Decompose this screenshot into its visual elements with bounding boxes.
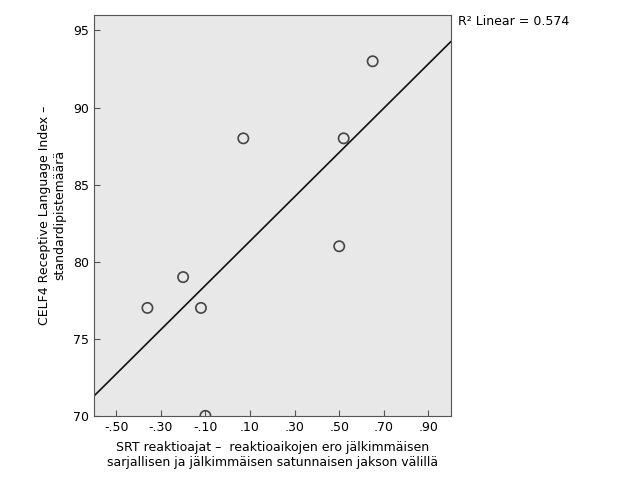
Point (142, 304, 153, 312)
Point (239, 134, 249, 142)
Point (339, 134, 349, 142)
Point (178, 273, 188, 281)
Point (200, 412, 210, 420)
Text: R² Linear = 0.574: R² Linear = 0.574 (458, 15, 569, 28)
Point (196, 304, 206, 312)
X-axis label: SRT reaktioajat –  reaktioaikojen ero jälkimmäisen
sarjallisen ja jälkimmäisen s: SRT reaktioajat – reaktioaikojen ero jäl… (107, 441, 438, 468)
Point (334, 242, 344, 250)
Point (367, 57, 377, 65)
Y-axis label: CELF4 Receptive Language Index –
standardipistemäärä: CELF4 Receptive Language Index – standar… (38, 106, 66, 325)
